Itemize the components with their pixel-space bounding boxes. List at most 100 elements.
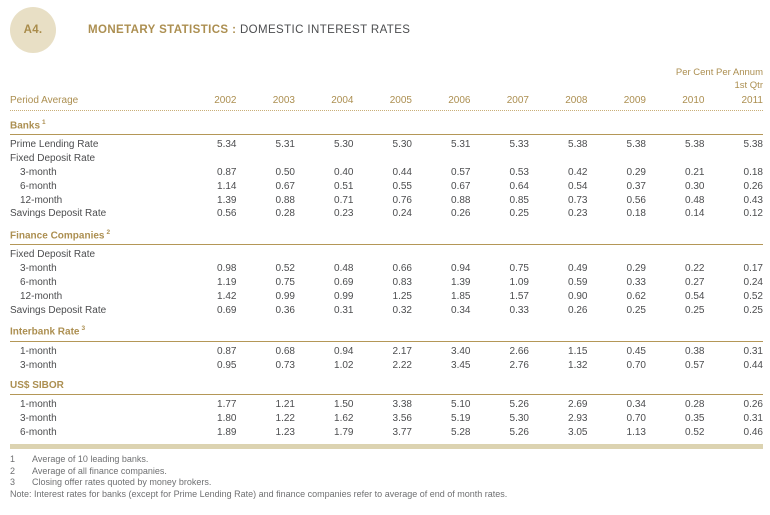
footnote-row: 2 Average of all finance companies. <box>10 466 763 478</box>
table-row: 1-month 0.87 0.68 0.94 2.17 3.40 2.66 1.15 0.45 0… <box>10 345 763 359</box>
year-header: 2005 <box>389 95 412 106</box>
rate-value: 1.21 <box>275 399 295 411</box>
rate-value: 0.54 <box>685 290 705 302</box>
rate-value: 0.18 <box>626 208 646 220</box>
rate-value: 0.49 <box>568 263 588 275</box>
rate-value: 0.56 <box>217 208 237 220</box>
table-number-badge: A4. <box>10 7 56 53</box>
rate-value: 0.33 <box>626 277 646 289</box>
rate-value <box>588 152 647 166</box>
year-header: 2008 <box>565 95 588 106</box>
rate-value: 1.62 <box>334 413 354 425</box>
rate-value <box>354 152 413 166</box>
rate-value: 0.95 <box>217 359 237 371</box>
rate-value: 0.29 <box>626 263 646 275</box>
rate-value: 0.42 <box>568 166 588 178</box>
note-text: Note: Interest rates for banks (except f… <box>10 489 508 500</box>
rate-value: 0.56 <box>626 194 646 206</box>
rate-value <box>295 152 354 166</box>
rate-value: 1.80 <box>217 413 237 425</box>
rate-value <box>646 152 705 166</box>
rate-value: 0.99 <box>334 290 354 302</box>
row-label: Savings Deposit Rate <box>10 208 107 220</box>
rate-value: 0.26 <box>743 180 763 192</box>
footnote-number: 1 <box>10 453 16 464</box>
section-title: US$ SIBOR <box>10 380 763 396</box>
rate-value: 1.22 <box>275 413 295 425</box>
interest-rates-table: Period Average 2002 2003 2004 2005 2006 2007 2… <box>10 95 763 440</box>
rate-value: 0.73 <box>568 194 588 206</box>
year-header: 2003 <box>272 95 295 106</box>
rate-value: 0.76 <box>392 194 412 206</box>
section-title: Finance Companies 2 <box>10 229 763 246</box>
rate-value: 5.38 <box>568 139 588 151</box>
rate-value: 5.38 <box>626 139 646 151</box>
rate-value <box>529 152 588 166</box>
rate-value: 0.53 <box>509 166 529 178</box>
rate-value: 0.67 <box>275 180 295 192</box>
table-row: 12-month 1.42 0.99 0.99 1.25 1.85 1.57 0.90 0.62… <box>10 290 763 304</box>
row-label: 3-month <box>20 413 57 425</box>
rate-value: 0.26 <box>743 399 763 411</box>
rate-value: 0.32 <box>392 304 412 316</box>
rate-value <box>237 248 296 262</box>
rate-value: 1.42 <box>217 290 237 302</box>
title-category: MONETARY STATISTICS : <box>88 24 237 36</box>
rate-value <box>705 152 764 166</box>
rate-value: 5.30 <box>509 413 529 425</box>
row-label: 1-month <box>20 345 57 357</box>
table-row: Prime Lending Rate 5.34 5.31 5.30 5.30 5.31 5.… <box>10 138 763 152</box>
table-row: Fixed Deposit Rate <box>10 248 763 262</box>
rate-value <box>354 248 413 262</box>
rate-value: 0.27 <box>685 277 705 289</box>
rate-value: 0.26 <box>451 208 471 220</box>
table-row: 6-month 1.14 0.67 0.51 0.55 0.67 0.64 0.54 0.37 0… <box>10 180 763 194</box>
rate-value: 0.24 <box>743 277 763 289</box>
rate-value <box>529 248 588 262</box>
rate-value: 5.28 <box>451 426 471 438</box>
rate-value: 0.50 <box>275 166 295 178</box>
row-label: 3-month <box>20 359 57 371</box>
table-section: Interbank Rate 3 1-month 0.87 0.68 0.94 2.17 3.… <box>10 325 763 372</box>
rate-value: 0.43 <box>743 194 763 206</box>
rate-value: 0.87 <box>217 345 237 357</box>
section-body: 1-month 0.87 0.68 0.94 2.17 3.40 2.66 1.15 0.45 0… <box>10 342 763 373</box>
rate-value: 1.02 <box>334 359 354 371</box>
rate-value: 1.79 <box>334 426 354 438</box>
table-row: Savings Deposit Rate 0.56 0.28 0.23 0.24 0.26… <box>10 207 763 221</box>
rate-value: 0.51 <box>334 180 354 192</box>
rate-value: 0.83 <box>392 277 412 289</box>
footnote-reference: 2 <box>106 229 111 237</box>
rate-value: 1.13 <box>626 426 646 438</box>
rate-value: 0.88 <box>275 194 295 206</box>
rate-value: 0.87 <box>217 166 237 178</box>
table-row: Fixed Deposit Rate <box>10 152 763 166</box>
rate-value: 2.69 <box>568 399 588 411</box>
table-header-row: Period Average 2002 2003 2004 2005 2006 2007 2… <box>10 95 763 111</box>
rate-value: 0.31 <box>743 413 763 425</box>
rate-value: 0.25 <box>743 304 763 316</box>
rate-value: 0.90 <box>568 290 588 302</box>
footnote-text: Average of all finance companies. <box>32 465 167 476</box>
rate-value: 0.34 <box>626 399 646 411</box>
rate-value: 0.37 <box>626 180 646 192</box>
rate-value <box>412 248 471 262</box>
table-sections: Banks 1 Prime Lending Rate 5.34 5.31 5.30 5.30… <box>10 119 763 440</box>
rate-value: 0.45 <box>626 345 646 357</box>
row-label: Fixed Deposit Rate <box>10 249 96 261</box>
rate-value: 0.94 <box>334 345 354 357</box>
rate-value: 0.24 <box>392 208 412 220</box>
rate-value: 0.69 <box>217 304 237 316</box>
footnote-number: 2 <box>10 465 16 476</box>
rate-value <box>412 152 471 166</box>
rate-value <box>178 248 237 262</box>
rate-value: 0.40 <box>334 166 354 178</box>
row-label: 12-month <box>20 194 63 206</box>
rate-value: 0.68 <box>275 345 295 357</box>
rate-value: 5.31 <box>451 139 471 151</box>
section-body: 1-month 1.77 1.21 1.50 3.38 5.10 5.26 2.69 0.34 0… <box>10 395 763 439</box>
row-label: 1-month <box>20 399 57 411</box>
rate-value: 0.99 <box>275 290 295 302</box>
rate-value <box>646 248 705 262</box>
